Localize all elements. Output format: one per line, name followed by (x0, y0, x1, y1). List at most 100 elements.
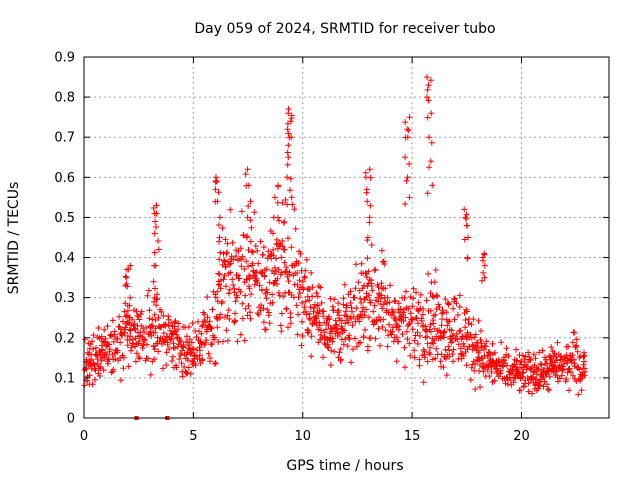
data-point (468, 321, 475, 328)
data-point (326, 316, 333, 323)
data-point (446, 347, 453, 354)
data-point (262, 326, 269, 333)
data-point-peak (212, 177, 219, 184)
data-point (421, 351, 428, 358)
data-point-peak (480, 257, 486, 264)
data-point (224, 337, 231, 344)
data-point-peak (428, 110, 435, 117)
data-point (551, 350, 558, 357)
data-point (227, 206, 234, 213)
data-point (114, 347, 121, 354)
data-point (380, 316, 387, 323)
data-point (146, 315, 153, 322)
y-tick-label: 0.1 (54, 371, 75, 386)
data-point (217, 249, 224, 256)
data-point (349, 322, 356, 329)
data-point-peak (151, 262, 158, 269)
data-point (431, 279, 438, 286)
data-point (529, 390, 535, 397)
data-point (193, 353, 200, 360)
data-point-peak (284, 126, 291, 133)
data-point (448, 327, 455, 334)
data-point (183, 333, 190, 340)
data-point (316, 322, 323, 329)
data-point-peak (126, 319, 133, 326)
data-point (566, 365, 573, 372)
data-point (297, 290, 303, 297)
data-point-peak (243, 182, 250, 189)
data-point (192, 362, 199, 369)
data-point (185, 324, 192, 330)
data-point (243, 276, 250, 283)
data-point (90, 346, 97, 352)
data-point (151, 356, 158, 363)
data-point (278, 310, 285, 317)
data-point (145, 287, 152, 294)
data-point (393, 358, 400, 365)
data-point-peak (247, 217, 254, 224)
data-point (346, 336, 353, 342)
data-point-peak (465, 234, 471, 241)
data-point (390, 308, 397, 315)
data-point (258, 302, 265, 309)
data-point (313, 290, 320, 296)
data-point (237, 331, 244, 338)
data-point (175, 320, 182, 327)
data-point (222, 263, 229, 270)
data-point (477, 337, 484, 343)
data-point (569, 339, 576, 346)
data-point-peak (423, 94, 430, 101)
data-point (351, 335, 358, 342)
data-point (234, 338, 241, 345)
data-point (565, 343, 572, 350)
data-point (133, 308, 140, 315)
data-point (103, 351, 110, 358)
data-point-peak (367, 202, 374, 209)
data-point (299, 278, 306, 285)
data-point (310, 320, 316, 327)
data-point (109, 317, 116, 324)
data-point-peak (286, 134, 293, 141)
data-point (329, 335, 336, 342)
data-point (308, 269, 315, 276)
data-point (477, 384, 483, 391)
data-point (238, 263, 245, 270)
data-point-peak (406, 161, 413, 167)
data-point (347, 300, 354, 306)
data-point-peak (150, 298, 157, 305)
data-point (127, 333, 134, 340)
data-point-peak (155, 246, 162, 253)
data-point (532, 355, 539, 362)
data-point (425, 270, 432, 277)
data-point (122, 324, 129, 331)
data-point (209, 341, 215, 347)
data-point-peak (216, 214, 223, 221)
data-point (111, 331, 118, 338)
data-point-peak (243, 234, 250, 241)
data-point (208, 325, 215, 332)
data-point (162, 321, 169, 328)
data-point (286, 187, 293, 194)
data-point-peak (406, 114, 413, 121)
data-point (178, 360, 185, 367)
data-point (414, 320, 421, 327)
data-point (263, 286, 270, 293)
data-point (298, 342, 305, 349)
data-point (462, 317, 469, 323)
data-point (374, 317, 380, 324)
data-point (491, 349, 498, 356)
data-point (367, 299, 374, 306)
data-point (481, 342, 488, 349)
data-point (553, 367, 560, 374)
data-point (148, 332, 155, 339)
data-point (260, 319, 267, 326)
data-point (540, 383, 547, 390)
data-point (307, 304, 314, 311)
data-point (211, 360, 218, 367)
data-point (385, 332, 392, 339)
data-point (198, 330, 205, 337)
data-point (238, 208, 245, 215)
data-point (301, 304, 308, 311)
data-point (254, 247, 261, 254)
data-point (176, 337, 183, 344)
